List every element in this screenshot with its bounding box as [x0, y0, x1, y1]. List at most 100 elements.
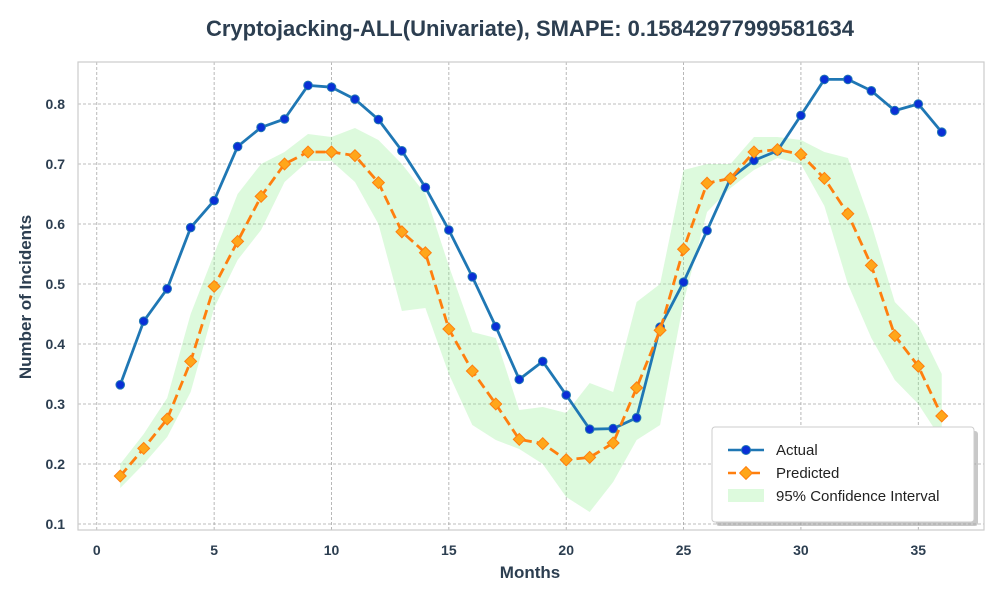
actual-point — [256, 122, 266, 133]
actual-point — [115, 380, 126, 390]
predicted-point — [841, 207, 855, 221]
actual-point — [373, 114, 384, 125]
chart-title: Cryptojacking-ALL(Univariate), SMAPE: 0.… — [206, 16, 855, 41]
predicted-point — [512, 432, 526, 447]
predicted-point — [888, 328, 902, 343]
predicted-point — [911, 359, 925, 373]
y-tick-label: 0.4 — [46, 336, 66, 352]
actual-point — [936, 127, 947, 137]
actual-point — [819, 74, 830, 85]
actual-point — [420, 182, 431, 193]
predicted-point — [629, 381, 644, 395]
predicted-point — [277, 157, 292, 171]
x-tick-label: 30 — [793, 542, 809, 558]
actual-point — [631, 413, 642, 423]
legend-predicted-label: Predicted — [776, 465, 839, 482]
predicted-point — [700, 176, 714, 190]
actual-point — [444, 225, 454, 235]
actual-point — [913, 99, 924, 109]
y-tick-label: 0.7 — [46, 156, 66, 172]
actual-point — [303, 80, 313, 91]
actual-line — [118, 78, 943, 431]
y-tick-label: 0.1 — [46, 516, 66, 532]
actual-point — [397, 146, 407, 156]
predicted-point — [653, 323, 667, 337]
predicted-point — [770, 142, 785, 157]
y-tick-label: 0.8 — [46, 96, 66, 112]
confidence-band — [120, 128, 942, 512]
x-tick-label: 20 — [558, 542, 574, 558]
predicted-point — [817, 171, 832, 186]
actual-point — [326, 82, 337, 92]
y-tick-label: 0.6 — [46, 216, 66, 232]
predicted-point — [395, 225, 409, 239]
x-tick-label: 5 — [210, 542, 218, 558]
predicted-point — [442, 322, 456, 336]
predicted-point — [301, 145, 315, 159]
actual-point — [185, 222, 196, 233]
series-layer — [113, 74, 949, 483]
actual-point — [702, 225, 712, 236]
predicted-point — [207, 279, 221, 294]
x-axis-label: Months — [500, 563, 560, 582]
x-tick-label: 25 — [676, 542, 692, 558]
actual-point — [866, 86, 877, 96]
predicted-point — [465, 364, 479, 378]
predicted-point — [723, 171, 738, 186]
predicted-point — [113, 469, 127, 483]
predicted-point — [864, 258, 878, 273]
predicted-point — [160, 412, 174, 426]
predicted-point — [184, 354, 198, 369]
actual-point — [490, 321, 501, 332]
y-tick-label: 0.2 — [46, 456, 66, 472]
legend-actual-marker — [741, 445, 751, 455]
predicted-point — [747, 145, 761, 159]
predicted-point — [324, 145, 339, 159]
legend-confidence-patch — [728, 489, 764, 502]
legend-actual-label: Actual — [776, 442, 818, 459]
predicted-point — [559, 453, 573, 467]
actual-point — [514, 374, 525, 385]
predicted-point — [583, 450, 597, 465]
y-tick-label: 0.5 — [46, 276, 66, 292]
plot-border — [77, 61, 985, 531]
predicted-line — [119, 148, 944, 477]
actual-point — [232, 141, 243, 152]
x-tick-label: 35 — [910, 542, 926, 558]
actual-point — [584, 424, 595, 435]
y-axis-ticks: 0.1 0.2 0.3 0.4 0.5 0.6 0.7 0.8 — [46, 96, 66, 532]
legend-confidence-label: 95% Confidence Interval — [776, 488, 939, 505]
actual-point — [796, 110, 806, 121]
predicted-point — [418, 246, 433, 260]
actual-point — [279, 114, 290, 124]
predicted-point — [137, 441, 151, 456]
predicted-point — [794, 147, 808, 162]
legend: Actual Predicted 95% Confidence Interval — [711, 426, 978, 526]
actual-point — [608, 423, 618, 434]
confidence-band-layer — [120, 128, 942, 512]
predicted-point — [606, 436, 620, 450]
predicted-point — [489, 397, 503, 411]
predicted-point — [254, 189, 268, 204]
actual-point — [561, 390, 572, 400]
predicted-point — [230, 234, 245, 249]
x-tick-label: 15 — [441, 542, 457, 558]
predicted-point — [536, 436, 550, 451]
x-axis-ticks: 0 5 10 15 20 25 30 35 — [93, 542, 926, 558]
predicted-point — [676, 242, 691, 256]
predicted-point — [935, 409, 949, 423]
actual-point — [350, 94, 360, 104]
legend-predicted-marker — [738, 465, 754, 481]
actual-point — [843, 74, 853, 85]
legend-box — [711, 426, 975, 523]
actual-point — [678, 277, 689, 288]
predicted-point — [348, 148, 362, 163]
actual-point — [890, 105, 900, 116]
y-axis-label: Number of Incidents — [16, 215, 35, 379]
actual-point — [537, 356, 548, 367]
x-tick-label: 10 — [324, 542, 340, 558]
predicted-point — [371, 175, 386, 190]
actual-point — [209, 195, 219, 206]
x-tick-label: 0 — [93, 542, 101, 558]
